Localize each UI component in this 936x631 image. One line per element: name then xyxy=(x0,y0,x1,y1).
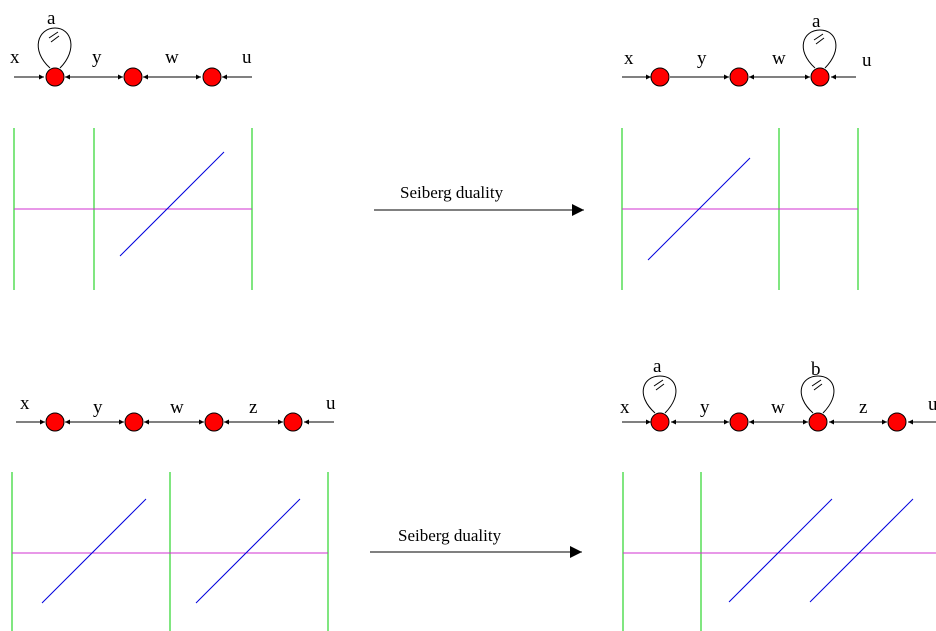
gauge-node xyxy=(887,412,907,432)
gauge-node xyxy=(810,67,830,87)
label-u: u xyxy=(326,393,336,414)
duality-label: Seiberg duality xyxy=(400,183,504,202)
label-z: z xyxy=(859,397,867,418)
label-w: w xyxy=(170,397,184,418)
gauge-node xyxy=(729,412,749,432)
adjoint-loop-a xyxy=(802,29,837,69)
quiver-top-left: x y w u a xyxy=(10,8,252,87)
gauge-node xyxy=(650,412,670,432)
label-y: y xyxy=(697,48,707,69)
duality-label: Seiberg duality xyxy=(398,526,502,545)
label-x: x xyxy=(624,48,634,69)
label-w: w xyxy=(165,47,179,68)
gauge-node xyxy=(45,412,65,432)
label-x: x xyxy=(20,393,30,414)
label-u: u xyxy=(242,47,252,68)
seiberg-duality-arrow-top: Seiberg duality xyxy=(374,183,584,216)
ns5-prime-brane xyxy=(809,498,914,603)
label-x: x xyxy=(620,397,630,418)
label-a: a xyxy=(812,11,821,32)
gauge-node xyxy=(204,412,224,432)
adjoint-loop-arrow xyxy=(48,31,60,43)
label-w: w xyxy=(772,48,786,69)
adjoint-loop-b xyxy=(800,375,835,414)
adjoint-loop-a xyxy=(37,27,72,69)
gauge-node xyxy=(808,412,828,432)
label-z: z xyxy=(249,397,257,418)
gauge-node xyxy=(124,412,144,432)
label-y: y xyxy=(93,397,103,418)
ns5-prime-brane xyxy=(41,498,147,604)
gauge-node xyxy=(650,67,670,87)
adjoint-loop-arrow xyxy=(653,379,665,391)
gauge-node xyxy=(283,412,303,432)
ns5-prime-brane xyxy=(119,151,225,257)
label-a: a xyxy=(653,356,662,377)
quiver-top-right: x y w u a xyxy=(622,11,872,87)
gauge-node xyxy=(123,67,143,87)
label-a: a xyxy=(47,8,56,29)
quiver-bottom-right: x y w z u a b xyxy=(620,356,936,432)
adjoint-loop-a xyxy=(642,375,677,414)
ns5-prime-brane xyxy=(647,157,751,261)
adjoint-loop-arrow xyxy=(811,379,823,391)
label-b: b xyxy=(811,359,821,380)
label-x: x xyxy=(10,47,20,68)
ns5-prime-brane xyxy=(728,498,833,603)
label-w: w xyxy=(771,397,785,418)
brane-config-top-left xyxy=(13,128,253,290)
gauge-node xyxy=(202,67,222,87)
label-y: y xyxy=(700,397,710,418)
quiver-bottom-left: x y w z u xyxy=(16,393,336,432)
brane-config-bottom-right xyxy=(622,472,936,631)
brane-config-top-right xyxy=(621,128,859,290)
label-u: u xyxy=(862,50,872,71)
adjoint-loop-arrow xyxy=(813,33,825,45)
gauge-node xyxy=(45,67,65,87)
label-u: u xyxy=(928,394,936,415)
ns5-prime-brane xyxy=(195,498,301,604)
seiberg-duality-arrow-bottom: Seiberg duality xyxy=(370,526,582,558)
gauge-node xyxy=(729,67,749,87)
brane-config-bottom-left xyxy=(11,472,329,631)
label-y: y xyxy=(92,47,102,68)
